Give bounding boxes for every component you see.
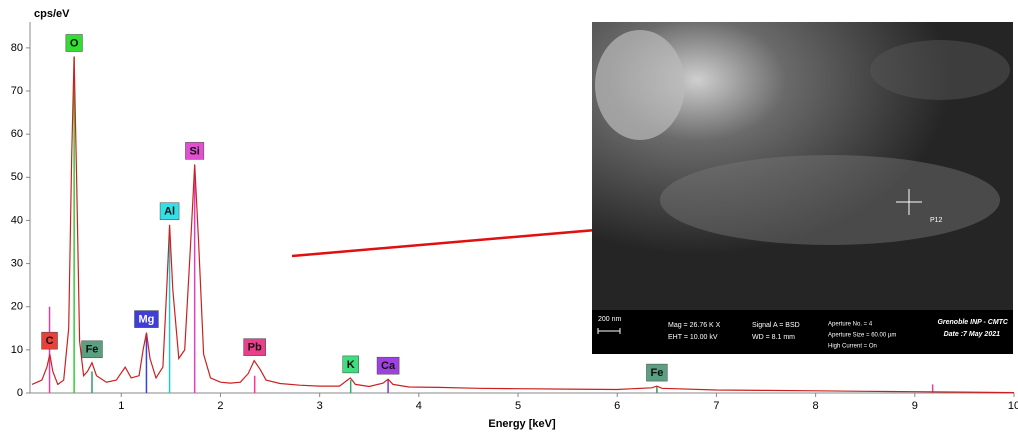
element-label: Si [189,145,199,157]
point-label: P12 [930,217,943,224]
x-tick-label: 1 [118,400,124,412]
element-label: K [347,359,355,371]
y-tick-label: 0 [17,387,23,399]
x-tick-label: 7 [713,400,719,412]
x-tick-label: 3 [317,400,323,412]
sem-text: Date :7 May 2021 [944,331,1001,338]
y-tick-label: 40 [11,214,23,226]
element-label: Mg [139,314,155,326]
sem-text: Aperture No. = 4 [828,322,873,328]
y-axis-label: cps/eV [34,8,70,20]
y-tick-label: 30 [11,257,23,269]
sem-particle [660,155,1000,245]
x-tick-label: 6 [614,400,620,412]
sem-text: Aperture Size = 60.00 µm [828,333,896,339]
element-label: Pb [248,342,262,354]
element-label: Fe [650,367,663,379]
x-tick-label: 4 [416,400,422,412]
x-tick-label: 9 [912,400,918,412]
element-label: Fe [86,344,99,356]
element-label: O [70,37,79,49]
y-tick-label: 20 [11,301,23,313]
y-tick-label: 10 [11,344,23,356]
x-tick-label: 2 [217,400,223,412]
x-tick-label: 5 [515,400,521,412]
sem-particle [870,40,1010,100]
chart: cps/eV Energy [keV] 0 10 20 30 40 50 60 70 80 1 2 3… [0,0,1018,434]
sem-text: WD = 8.1 mm [752,334,795,341]
scale-label: 200 nm [598,316,622,323]
sem-text: Signal A = BSD [752,322,800,329]
x-axis-label: Energy [keV] [488,418,556,430]
y-tick-label: 70 [11,85,23,97]
y-tick-label: 60 [11,128,23,140]
y-tick-label: 80 [11,42,23,54]
sem-image: P12 200 nm Mag = 26.76 K X EHT = 10.00 k… [592,22,1013,354]
sem-text: EHT = 10.00 kV [668,334,718,341]
x-tick-label: 8 [813,400,819,412]
page: cps/eV Energy [keV] 0 10 20 30 40 50 60 70 80 1 2 3… [0,0,1018,434]
sem-text: Mag = 26.76 K X [668,322,721,329]
x-tick-label: 10 [1008,400,1018,412]
element-label: Ca [381,360,396,372]
sem-text: Grenoble INP - CMTC [937,319,1008,326]
sem-text: High Current = On [828,344,877,350]
sem-particle [595,30,685,140]
y-tick-label: 50 [11,171,23,183]
element-label: Al [164,206,175,218]
element-label: C [46,335,54,347]
